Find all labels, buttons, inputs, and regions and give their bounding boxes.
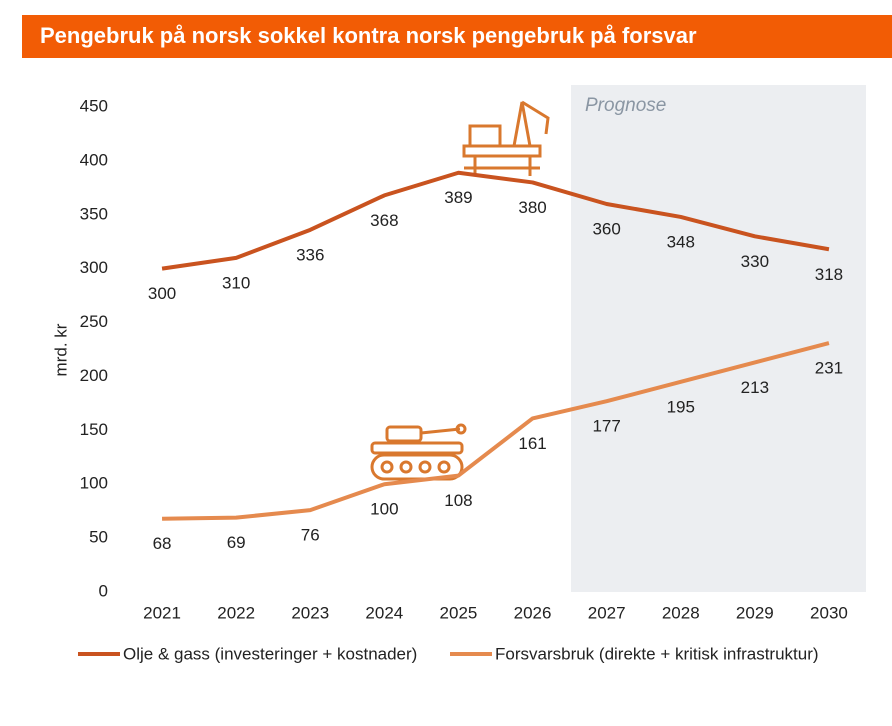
y-tick-label: 150 (80, 420, 108, 439)
legend-label: Olje & gass (investeringer + kostnader) (123, 644, 417, 663)
data-label: 161 (518, 434, 546, 453)
annotation: Prognose (585, 95, 666, 116)
data-label: 348 (667, 232, 695, 251)
data-label: 195 (667, 397, 695, 416)
data-label: 76 (301, 526, 320, 545)
x-tick-label: 2021 (143, 603, 181, 622)
title-banner (22, 15, 892, 58)
x-tick-label: 2026 (514, 603, 552, 622)
data-label: 300 (148, 284, 176, 303)
data-label: 318 (815, 265, 843, 284)
data-label: 310 (222, 273, 250, 292)
x-tick-label: 2030 (810, 603, 848, 622)
forecast-shade (571, 85, 866, 592)
y-tick-label: 350 (80, 204, 108, 223)
oil-rig-icon (462, 100, 550, 176)
x-tick-label: 2027 (588, 603, 626, 622)
legend-label: Forsvarsbruk (direkte + kritisk infrastr… (495, 644, 819, 663)
y-tick-label: 450 (80, 96, 108, 115)
data-label: 68 (153, 534, 172, 553)
y-tick-label: 100 (80, 474, 108, 493)
y-tick-label: 0 (99, 581, 108, 600)
y-axis-label: mrd. kr (51, 323, 70, 376)
x-tick-label: 2022 (217, 603, 255, 622)
y-tick-label: 50 (89, 528, 108, 547)
data-label: 380 (518, 198, 546, 217)
data-label: 177 (592, 417, 620, 436)
series-line (162, 341, 830, 521)
data-label: 213 (741, 378, 769, 397)
tank-icon (370, 423, 467, 481)
data-label: 336 (296, 245, 324, 264)
y-tick-label: 200 (80, 366, 108, 385)
data-label: 330 (741, 252, 769, 271)
chart-title: Pengebruk på norsk sokkel kontra norsk p… (40, 23, 697, 48)
y-tick-label: 300 (80, 258, 108, 277)
data-label: 368 (370, 211, 398, 230)
data-label: 389 (444, 188, 472, 207)
series-line (161, 170, 830, 271)
data-label: 108 (444, 491, 472, 510)
x-tick-label: 2024 (365, 603, 403, 622)
y-tick-label: 400 (80, 150, 108, 169)
data-label: 360 (592, 219, 620, 238)
y-tick-label: 250 (80, 312, 108, 331)
x-tick-label: 2023 (291, 603, 329, 622)
data-label: 69 (227, 533, 246, 552)
data-label: 231 (815, 359, 843, 378)
data-label: 100 (370, 500, 398, 519)
x-tick-label: 2028 (662, 603, 700, 622)
x-tick-label: 2029 (736, 603, 774, 622)
x-tick-label: 2025 (440, 603, 478, 622)
